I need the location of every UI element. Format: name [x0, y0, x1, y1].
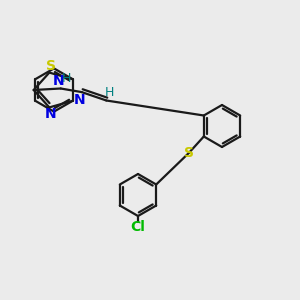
- Text: N: N: [52, 74, 64, 88]
- Text: S: S: [46, 59, 56, 73]
- Text: H: H: [105, 86, 114, 99]
- Text: H: H: [61, 71, 71, 85]
- Text: S: S: [184, 146, 194, 160]
- Text: Cl: Cl: [130, 220, 146, 234]
- Text: N: N: [45, 107, 57, 121]
- Text: N: N: [74, 93, 85, 107]
